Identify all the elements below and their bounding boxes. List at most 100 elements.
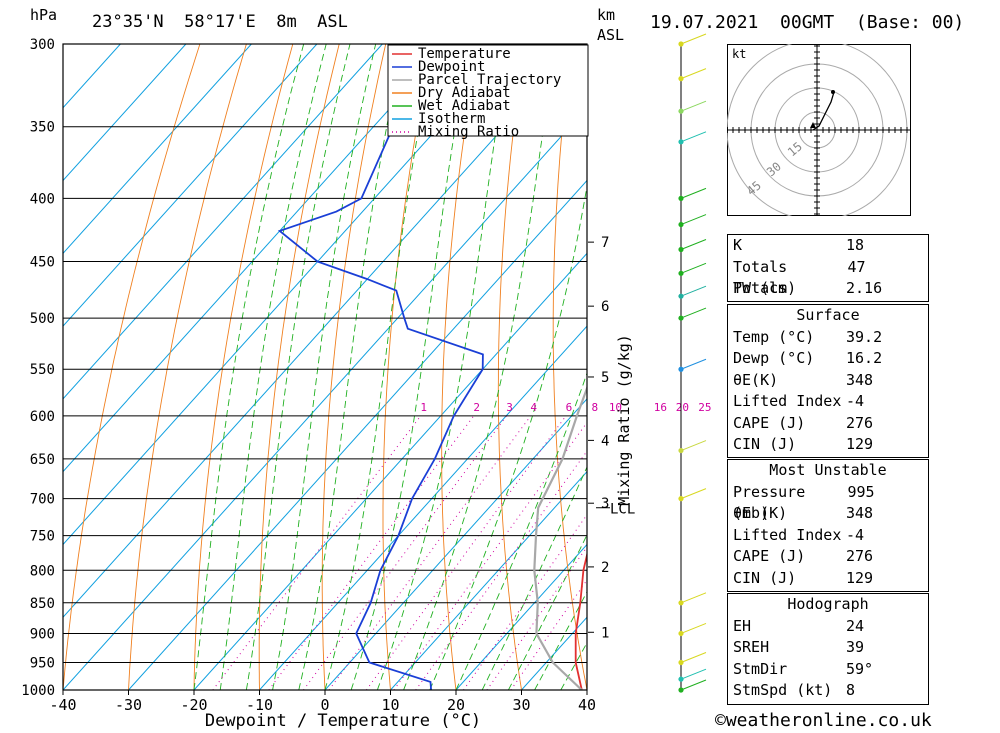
surface-value: 348: [846, 370, 874, 389]
hodo-value: 24: [846, 616, 865, 635]
dry-adiabat-line: [382, 44, 433, 690]
wind-profile: [678, 33, 707, 693]
pressure-tick-label: 600: [30, 409, 55, 425]
mixing-ratio-label: 8: [592, 401, 599, 414]
altitude-tick-label: 1: [601, 625, 609, 641]
datetime-title: 19.07.2021 00GMT (Base: 00): [650, 12, 965, 33]
isotherm-line: [63, 44, 252, 255]
mixing-ratio-line: [393, 421, 587, 690]
mixing-ratio-line: [328, 415, 532, 690]
hodo-value: 8: [846, 681, 856, 699]
mixing-ratio-label: 25: [698, 401, 711, 414]
pressure-tick-label: 550: [30, 362, 55, 378]
isotherm-line: [128, 179, 587, 690]
hodograph-top-point: [831, 90, 835, 94]
wind-level-dot: [678, 659, 684, 666]
isotherm-line: [390, 470, 587, 690]
dry-adiabat-line: [258, 44, 340, 690]
pressure-tick-label: 900: [30, 626, 55, 642]
mixing-ratio-label: 10: [609, 401, 622, 414]
altitude-tick-label: 7: [601, 235, 609, 251]
pressure-tick-label: 1000: [21, 683, 55, 699]
mu-value: 348: [846, 504, 874, 522]
surface-label: CIN (J): [733, 435, 797, 453]
pressure-tick-label: 350: [30, 120, 55, 136]
index-value: 47: [847, 257, 866, 276]
wind-barb: [680, 592, 707, 604]
wind-barb: [680, 187, 707, 199]
mixing-ratio-line: [365, 415, 567, 690]
hodo-label: EH: [733, 616, 752, 635]
altitude-tick-label: 3: [601, 496, 609, 512]
mu-value: -4: [846, 525, 865, 544]
isotherm-line: [63, 44, 580, 618]
hodo-value: 59°: [846, 659, 874, 678]
surface-value: 16.2: [846, 349, 883, 367]
pressure-tick-label: 750: [30, 529, 55, 545]
mixing-ratio-line: [510, 579, 587, 690]
mixing-ratio-label: 20: [676, 401, 689, 414]
isotherm-line: [63, 44, 383, 400]
pressure-tick-label: 700: [30, 492, 55, 508]
surface-label: Dewp (°C): [733, 349, 815, 367]
isotherm-line: [259, 325, 587, 690]
mixing-ratio-label: 4: [530, 401, 537, 414]
temperature-tick-label: -20: [180, 696, 207, 714]
isotherm-line: [63, 44, 449, 473]
hodo-label: SREH: [733, 638, 770, 656]
wind-barb: [680, 33, 707, 45]
isotherm-line: [63, 44, 187, 182]
isotherm-line: [63, 107, 587, 690]
location-title: 23°35'N 58°17'E 8m ASL: [92, 12, 348, 32]
copyright-link[interactable]: ©weatheronline.co.uk: [715, 710, 932, 731]
hodo-label: StmSpd (kt): [733, 681, 833, 699]
index-label: Totals Totals: [733, 257, 788, 298]
mu-label: CAPE (J): [733, 547, 806, 565]
altitude-tick-label: 2: [601, 560, 609, 576]
legend-label: Wet Adiabat: [418, 98, 511, 114]
surface-label: Lifted Index: [733, 392, 842, 410]
wind-barb: [680, 285, 707, 297]
wet-adiabat-line: [376, 44, 511, 690]
altitude-tick-label: 6: [601, 299, 609, 315]
parcel-trajectory-line: [533, 385, 587, 690]
dry-adiabat-line: [943, 44, 1000, 690]
legend-label: Mixing Ratio: [418, 124, 519, 140]
storm-motion-marker: [810, 122, 816, 128]
surface-panel: Surface Temp (°C) 39.2 Dewp (°C) 16.2 θE(K…: [727, 304, 929, 458]
temperature-tick-label: -10: [246, 696, 273, 714]
hpa-label: hPa: [30, 6, 58, 24]
isotherm-line: [63, 44, 514, 546]
surface-value: 39.2: [846, 327, 883, 346]
temperature-tick-label: 0: [320, 696, 329, 714]
dry-adiabat-line: [63, 44, 201, 690]
temperature-tick-label: 30: [512, 696, 530, 714]
altitude-tick-label: 5: [601, 370, 609, 386]
hodograph-unit: kt: [732, 47, 746, 61]
mixing-ratio-line: [303, 415, 507, 690]
hodo-value: 39: [846, 638, 865, 656]
hodo-label: StmDir: [733, 659, 788, 678]
wind-barb: [680, 68, 707, 80]
dry-adiabat-line: [441, 44, 479, 690]
mu-value: 995: [847, 482, 875, 501]
surface-label: Temp (°C): [733, 327, 815, 346]
km-label: km: [597, 6, 616, 24]
wind-barb: [680, 307, 707, 319]
legend-label: Dry Adiabat: [418, 85, 511, 101]
pressure-tick-label: 500: [30, 311, 55, 327]
mixing-ratio-line: [268, 415, 475, 690]
isotherm-line: [63, 44, 318, 327]
mixing-ratio-label: 1: [420, 401, 427, 414]
temperature-tick-label: -40: [49, 696, 76, 714]
pressure-tick-label: 650: [30, 452, 55, 468]
temperature-tick-label: 10: [381, 696, 399, 714]
wind-barb: [680, 679, 707, 691]
most-unstable-title: Most Unstable: [769, 461, 887, 479]
dry-adiabat-line: [497, 44, 526, 690]
index-label: PW (cm): [733, 279, 797, 297]
mu-label: Lifted Index: [733, 525, 842, 544]
index-value: 18: [846, 236, 865, 254]
